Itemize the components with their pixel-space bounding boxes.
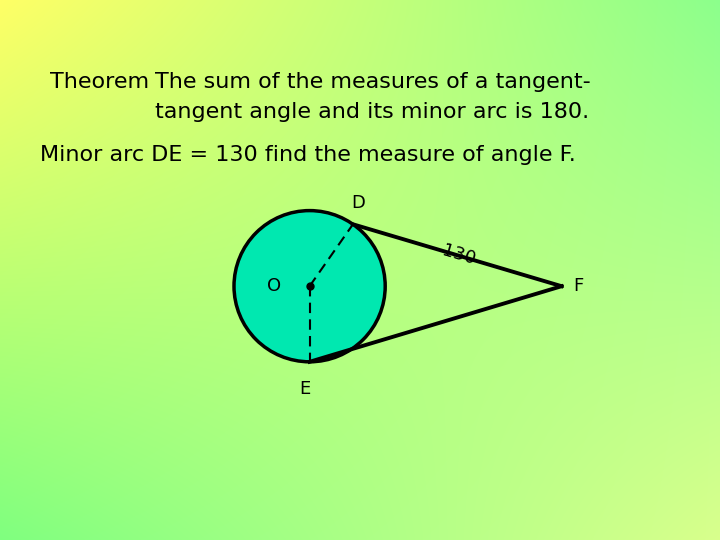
Text: F: F [574,277,584,295]
Text: D: D [351,194,365,212]
Text: Theorem: Theorem [50,72,149,92]
Text: 130: 130 [439,242,477,269]
Text: O: O [267,277,282,295]
Text: Minor arc DE = 130 find the measure of angle F.: Minor arc DE = 130 find the measure of a… [40,145,576,165]
Text: The sum of the measures of a tangent-
tangent angle and its minor arc is 180.: The sum of the measures of a tangent- ta… [155,72,590,122]
Text: E: E [299,380,310,398]
Circle shape [234,211,385,362]
